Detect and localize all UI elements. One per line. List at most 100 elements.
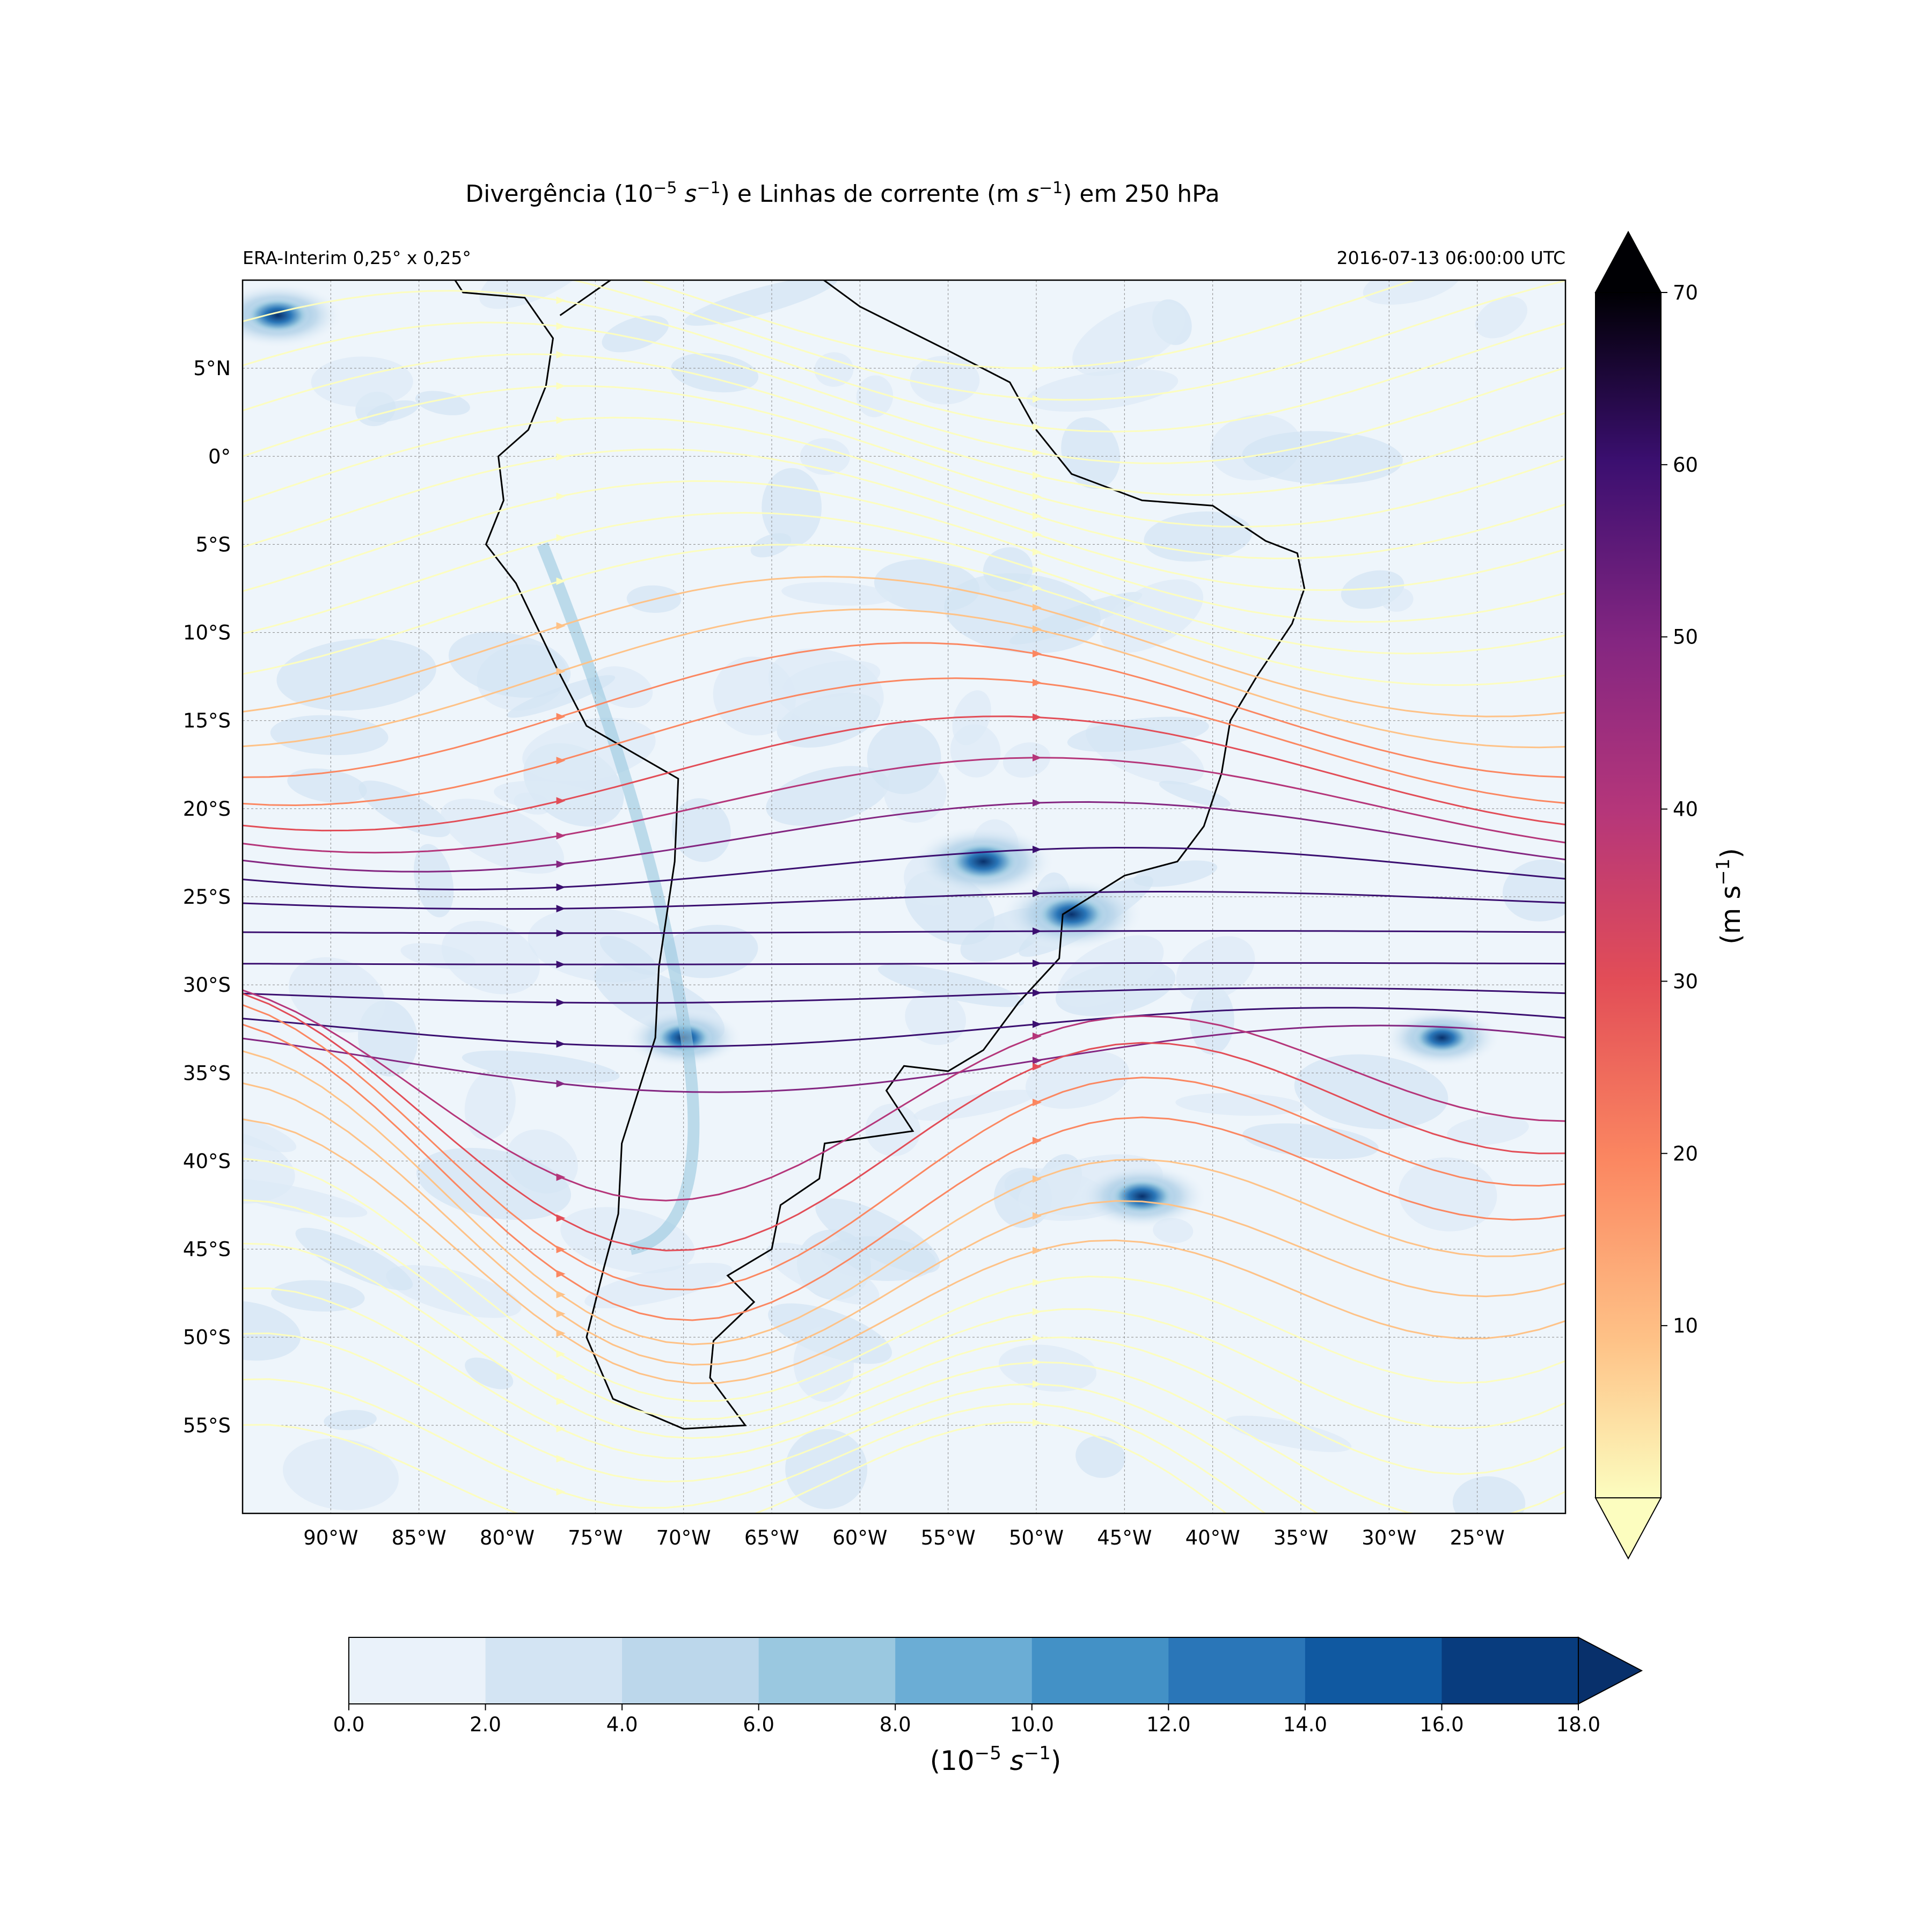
lon-tick-label: 80°W bbox=[480, 1526, 535, 1549]
map-gridlines bbox=[243, 280, 1565, 1513]
streamline bbox=[243, 987, 1565, 1004]
div-tick-label: 2.0 bbox=[470, 1713, 501, 1736]
streamline bbox=[243, 677, 1565, 807]
div-colorbar-cell bbox=[485, 1637, 623, 1704]
streamline-arrow bbox=[1033, 889, 1042, 897]
div-tick-label: 18.0 bbox=[1556, 1713, 1600, 1736]
lat-tick-label: 25°S bbox=[183, 885, 231, 909]
streamline bbox=[243, 989, 1565, 1202]
streamline-arrow bbox=[1033, 1057, 1042, 1065]
streamline-arrow bbox=[557, 1524, 566, 1531]
streamline bbox=[243, 480, 1565, 623]
streamline bbox=[243, 1287, 1565, 1513]
streamline bbox=[243, 1421, 1228, 1513]
speed-tick-label: 30 bbox=[1673, 970, 1698, 993]
streamline-arrow bbox=[1033, 1175, 1042, 1183]
streamline bbox=[243, 930, 1565, 934]
streamline-arrow bbox=[556, 1270, 566, 1278]
streamline-arrow bbox=[1033, 548, 1042, 556]
latitude-ticks: 5°N 0° 5°S 10°S 15°S 20°S 25°S 30°S 35°S 40°S 45°S… bbox=[183, 357, 231, 1437]
streamline-arrow bbox=[556, 929, 566, 937]
streamline-arrow bbox=[1033, 1020, 1042, 1028]
div-colorbar-label: (10−5 s−1) bbox=[930, 1743, 1062, 1776]
div-tick-label: 8.0 bbox=[880, 1713, 911, 1736]
div-colorbar-cell bbox=[349, 1637, 486, 1704]
lon-tick-label: 55°W bbox=[921, 1526, 976, 1549]
coastlines bbox=[454, 280, 1306, 1430]
streamline-arrow bbox=[1033, 472, 1042, 480]
div-tick-label: 6.0 bbox=[743, 1713, 774, 1736]
streamline bbox=[243, 715, 1565, 832]
lat-tick-label: 15°S bbox=[183, 709, 231, 733]
speed-tick-label: 50 bbox=[1673, 626, 1698, 649]
streamline-arrow bbox=[1033, 530, 1042, 538]
streamline-arrow bbox=[556, 668, 566, 676]
lat-tick-label: 30°S bbox=[183, 974, 231, 997]
streamline-arrow bbox=[1033, 1212, 1042, 1220]
streamline bbox=[243, 1082, 1565, 1366]
streamline-arrow bbox=[1033, 493, 1042, 501]
streamline-arrow bbox=[1033, 1308, 1042, 1316]
streamline-arrow bbox=[1033, 566, 1042, 574]
streamline bbox=[243, 1242, 1565, 1475]
streamline bbox=[243, 846, 1565, 891]
speed-colorbar-label: (m s−1) bbox=[1713, 848, 1746, 945]
map-panel: 90°W 85°W 80°W 75°W 70°W 65°W 60°W 55°W 50°W 45°W… bbox=[183, 279, 1567, 1549]
streamline bbox=[243, 1023, 1565, 1321]
streamline-arrow bbox=[1033, 960, 1042, 968]
streamline bbox=[243, 353, 1565, 496]
div-tick-label: 10.0 bbox=[1010, 1713, 1054, 1736]
lon-tick-label: 85°W bbox=[392, 1526, 447, 1549]
streamline bbox=[243, 1332, 1319, 1513]
streamline bbox=[243, 575, 1565, 718]
streamline bbox=[570, 280, 1565, 401]
streamline-arrow bbox=[1033, 799, 1042, 807]
streamline-arrow bbox=[1033, 927, 1042, 935]
subtitle-right: 2016-07-13 06:00:00 UTC bbox=[1337, 247, 1565, 268]
streamline bbox=[243, 416, 1565, 560]
streamline-arrow bbox=[556, 1455, 566, 1463]
streamline bbox=[243, 1004, 1565, 1291]
divergence-max bbox=[1110, 1179, 1175, 1214]
streamline-arrow bbox=[1033, 625, 1042, 633]
streamline bbox=[243, 757, 1565, 854]
streamline-arrow bbox=[556, 1372, 566, 1380]
streamline bbox=[243, 962, 1565, 965]
divergence-max bbox=[245, 297, 310, 333]
streamline-arrow bbox=[1033, 1334, 1042, 1342]
div-colorbar-cell bbox=[1168, 1637, 1306, 1704]
streamline-arrow bbox=[556, 1310, 566, 1318]
streamline-arrow bbox=[1033, 512, 1042, 520]
streamline-arrow bbox=[556, 1350, 566, 1358]
speed-tick-label: 10 bbox=[1673, 1314, 1698, 1337]
streamline-arrow bbox=[1033, 1247, 1042, 1255]
lon-tick-label: 45°W bbox=[1097, 1526, 1152, 1549]
streamline-arrow bbox=[556, 757, 566, 765]
div-colorbar-cell bbox=[758, 1637, 896, 1704]
streamline-arrow bbox=[1033, 1419, 1042, 1427]
streamline-arrow bbox=[556, 883, 566, 891]
streamline-arrow bbox=[556, 534, 566, 542]
streamline-arrow bbox=[556, 492, 566, 500]
streamline-arrow bbox=[556, 382, 566, 390]
div-tick-label: 16.0 bbox=[1419, 1713, 1463, 1736]
streamline-arrow bbox=[556, 1425, 566, 1433]
streamline-arrow bbox=[556, 713, 566, 721]
speed-tick-label: 20 bbox=[1673, 1142, 1698, 1165]
streamline-arrow bbox=[556, 961, 566, 969]
streamline bbox=[243, 290, 1565, 433]
streamline-arrow bbox=[556, 296, 566, 304]
streamline-arrow bbox=[556, 1080, 566, 1088]
streamline-arrow bbox=[1033, 364, 1042, 372]
lon-tick-label: 70°W bbox=[656, 1526, 711, 1549]
streamline-arrow bbox=[556, 999, 566, 1007]
streamline-arrow bbox=[556, 832, 566, 840]
streamline-arrow bbox=[556, 1291, 566, 1299]
streamline-arrow bbox=[556, 1329, 566, 1337]
streamline-arrow bbox=[1033, 1380, 1042, 1388]
lat-tick-label: 5°N bbox=[193, 357, 231, 380]
streamline bbox=[243, 544, 1565, 686]
lon-tick-label: 30°W bbox=[1362, 1526, 1416, 1549]
speed-tick-label: 40 bbox=[1673, 798, 1698, 821]
subtitle-left: ERA-Interim 0,25° x 0,25° bbox=[243, 247, 471, 268]
